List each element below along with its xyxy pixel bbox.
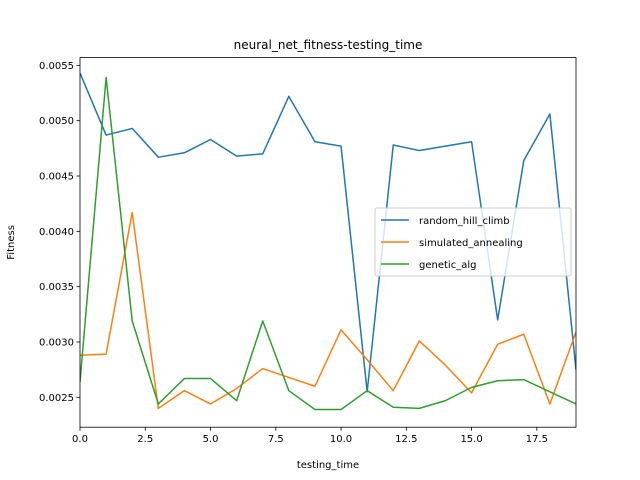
legend-box — [374, 207, 572, 277]
x-tick-label: 5.0 — [203, 434, 219, 445]
y-tick-label: 0.0030 — [39, 337, 74, 348]
plot-area: 0.0 2.5 5.0 7.5 10.0 12.5 15.0 17.5 0.0025 0.003… — [39, 57, 577, 445]
y-tick-label: 0.0050 — [39, 116, 74, 127]
x-tick-label: 12.5 — [395, 434, 417, 445]
legend-label-random_hill_climb: random_hill_climb — [419, 216, 510, 227]
y-axis-ticks: 0.0025 0.0030 0.0035 0.0040 0.0045 0.0050 0.00… — [39, 61, 80, 404]
y-axis-label: Fitness — [6, 225, 17, 260]
series-line-random_hill_climb — [80, 72, 576, 393]
x-tick-label: 15.0 — [460, 434, 482, 445]
legend-label-simulated_annealing: simulated_annealing — [419, 238, 523, 249]
series-layer — [80, 72, 576, 411]
x-tick-label: 2.5 — [137, 434, 153, 445]
y-tick-label: 0.0055 — [39, 61, 74, 72]
legend-label-genetic_alg: genetic_alg — [419, 260, 476, 271]
legend: random_hill_climb simulated_annealinggene… — [374, 207, 572, 277]
x-tick-label: 7.5 — [268, 434, 284, 445]
y-tick-label: 0.0045 — [39, 172, 74, 183]
x-axis-label: testing_time — [297, 460, 359, 471]
x-axis-ticks: 0.0 2.5 5.0 7.5 10.0 12.5 15.0 17.5 — [72, 427, 548, 445]
y-tick-label: 0.0035 — [39, 282, 74, 293]
series-line-simulated_annealing — [80, 211, 576, 410]
series-line-genetic_alg — [80, 76, 576, 411]
chart-title: neural_net_fitness-testing_time — [234, 38, 423, 52]
y-tick-label: 0.0025 — [39, 393, 74, 404]
x-tick-label: 10.0 — [330, 434, 352, 445]
axes-frame — [79, 57, 577, 428]
x-tick-label: 17.5 — [526, 434, 548, 445]
y-tick-label: 0.0040 — [39, 227, 74, 238]
x-tick-label: 0.0 — [72, 434, 88, 445]
